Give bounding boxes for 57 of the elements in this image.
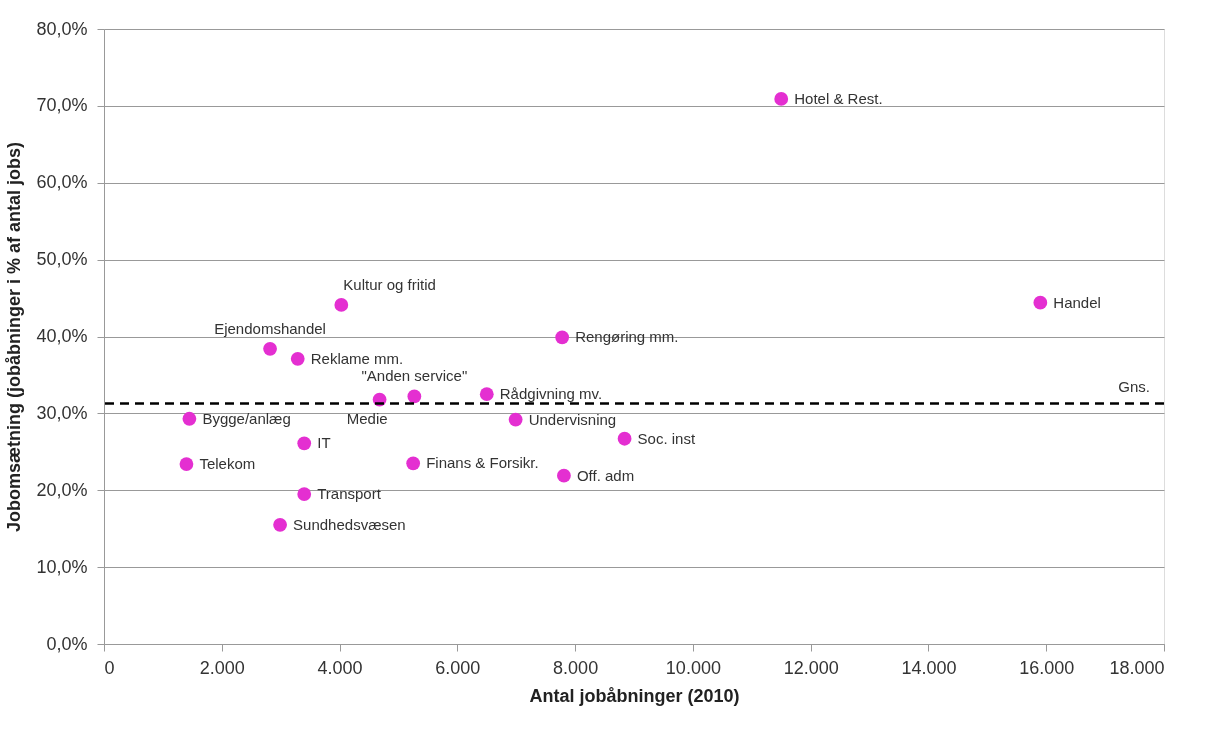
annotation: Telekom <box>199 455 256 473</box>
annotation: Medie <box>346 409 388 427</box>
annotation: Hotel & Rest. <box>794 89 883 107</box>
x-tick-label: 4.000 <box>317 657 363 678</box>
point <box>1033 295 1048 310</box>
point <box>555 330 570 345</box>
point <box>290 351 305 366</box>
x-tick-label: 18.000 <box>1109 657 1165 678</box>
x-tick-label: 8.000 <box>553 657 599 678</box>
y-tick-label: 20,0% <box>36 479 88 500</box>
annotation: Bygge/anlæg <box>202 409 291 427</box>
x-tick-label: 2.000 <box>199 657 245 678</box>
x-tick-label: 6.000 <box>435 657 481 678</box>
point <box>263 341 277 356</box>
annotation: Reklame mm. <box>310 349 404 367</box>
annotation: Transport <box>317 485 382 503</box>
annotation: Rengøring mm. <box>575 328 679 346</box>
annotation: Soc. inst <box>637 429 696 447</box>
x-axis-title: Antal jobåbninger (2010) <box>529 685 740 706</box>
point <box>273 517 287 532</box>
annotation: Finans & Forsikr. <box>426 454 539 472</box>
y-axis-title: Jobomsætning (jobåbninger i % af antal jobs) <box>4 141 25 533</box>
ref-line-label: Gns. <box>1118 378 1150 396</box>
y-tick-label: 10,0% <box>36 556 88 577</box>
point <box>297 487 312 501</box>
point <box>334 298 349 312</box>
annotation: Rådgivning mv. <box>499 385 603 403</box>
annotation: Sundhedsvæsen <box>293 515 406 533</box>
annotation: Undervisning <box>528 410 617 428</box>
annotation: IT <box>317 434 331 452</box>
point <box>182 411 197 426</box>
point <box>297 436 312 451</box>
y-tick-label: 70,0% <box>36 95 88 116</box>
point <box>407 389 422 404</box>
x-tick-label: 16.000 <box>1019 657 1075 678</box>
point <box>774 92 789 106</box>
annotation: Ejendomshandel <box>214 319 326 337</box>
point <box>557 468 571 483</box>
x-tick-label: 14.000 <box>901 657 957 678</box>
point <box>508 412 523 427</box>
y-tick-label: 80,0% <box>36 18 88 39</box>
annotation: Kultur og fritid <box>343 275 436 293</box>
annotation: Off. adm <box>576 466 635 484</box>
y-tick-label: 30,0% <box>36 402 88 423</box>
x-tick-label: 12.000 <box>783 657 839 678</box>
point <box>179 457 194 471</box>
point <box>406 456 421 471</box>
annotation: "Anden service" <box>361 367 468 385</box>
y-tick-label: 0,0% <box>46 633 88 654</box>
annotation: Handel <box>1053 293 1101 311</box>
point <box>617 431 632 446</box>
x-tick-label: 0 <box>104 657 115 678</box>
y-tick-label: 60,0% <box>36 172 88 193</box>
y-tick-label: 50,0% <box>36 249 88 270</box>
x-tick-label: 10.000 <box>665 657 721 678</box>
y-tick-label: 40,0% <box>36 326 88 346</box>
point <box>479 387 494 402</box>
